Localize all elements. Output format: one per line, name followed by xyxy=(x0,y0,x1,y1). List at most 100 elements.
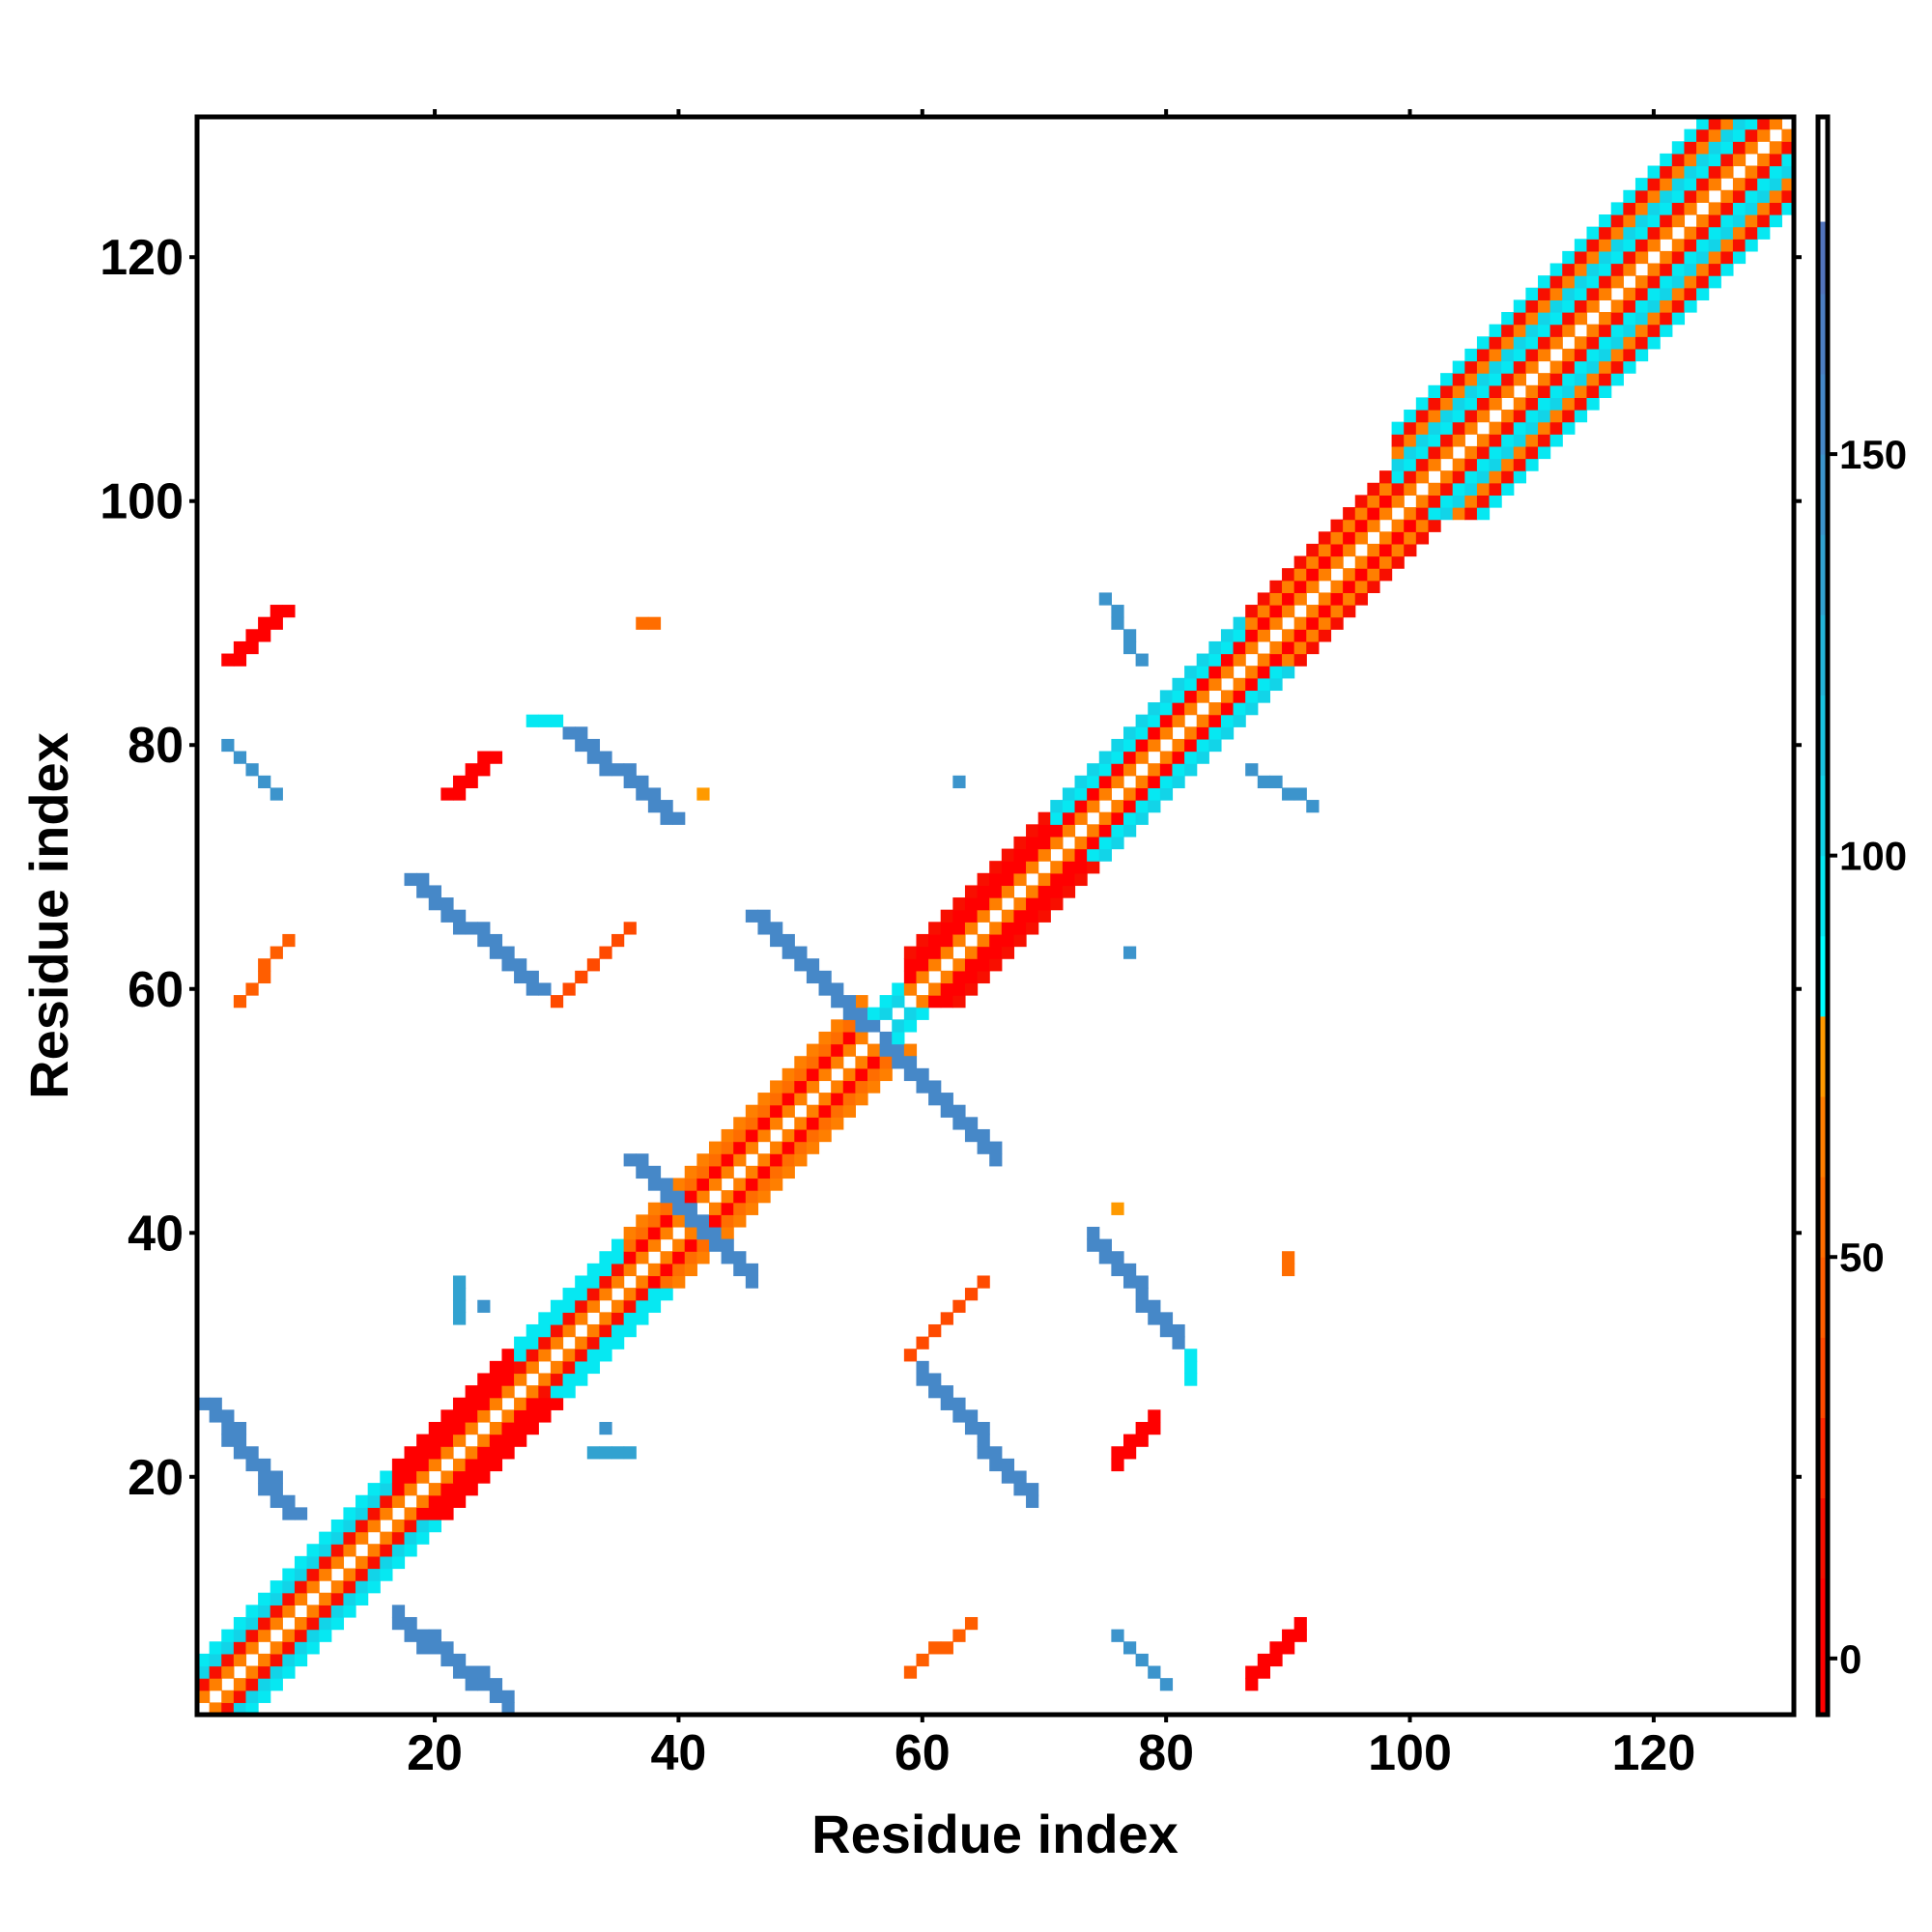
heatmap-cell xyxy=(1513,470,1526,484)
heatmap-cell xyxy=(1660,189,1673,203)
heatmap-cell xyxy=(1696,178,1710,191)
heatmap-cell xyxy=(245,1641,259,1655)
heatmap-cell xyxy=(258,1483,271,1496)
heatmap-cell xyxy=(1501,434,1515,447)
heatmap-cell xyxy=(708,1178,723,1191)
heatmap-cell xyxy=(1098,824,1112,838)
heatmap-cell xyxy=(1720,226,1734,240)
heatmap-cell xyxy=(1781,153,1795,167)
heatmap-cell xyxy=(1538,384,1551,398)
x-tick-label: 100 xyxy=(1368,1725,1452,1781)
heatmap-cell xyxy=(586,751,601,764)
colorbar xyxy=(1815,114,1831,1718)
heatmap-cell xyxy=(245,1690,259,1703)
heatmap-cell xyxy=(1647,226,1661,240)
heatmap-cell xyxy=(1001,848,1015,862)
heatmap-cell xyxy=(258,1665,271,1679)
heatmap-cell xyxy=(1037,885,1051,898)
heatmap-cell xyxy=(465,1409,478,1423)
heatmap-cell xyxy=(1367,507,1380,521)
heatmap-cell xyxy=(233,1616,247,1631)
heatmap-cell xyxy=(1354,519,1368,532)
heatmap-cell xyxy=(623,1299,637,1313)
heatmap-cell xyxy=(526,1397,539,1410)
heatmap-cell xyxy=(977,1421,990,1435)
heatmap-cell xyxy=(1781,165,1795,179)
heatmap-cell xyxy=(623,922,637,935)
heatmap-cell xyxy=(1257,1665,1271,1679)
heatmap-cell xyxy=(940,933,953,948)
heatmap-cell xyxy=(404,1519,417,1533)
heatmap-cell xyxy=(1599,384,1612,398)
heatmap-cell xyxy=(1135,1434,1149,1447)
heatmap-cell xyxy=(1318,568,1332,582)
heatmap-cell xyxy=(1720,239,1734,252)
heatmap-cell xyxy=(550,1360,564,1375)
heatmap-cell xyxy=(660,1202,673,1215)
heatmap-cell xyxy=(1196,751,1209,764)
heatmap-cell xyxy=(416,1458,430,1472)
heatmap-cell xyxy=(1159,787,1174,801)
heatmap-cell xyxy=(1660,275,1673,289)
heatmap-cell xyxy=(818,1093,832,1106)
heatmap-cell xyxy=(1452,470,1465,484)
heatmap-cell xyxy=(1525,410,1539,423)
colorbar-bin xyxy=(1818,1577,1828,1716)
heatmap-cell xyxy=(550,714,564,727)
heatmap-cell xyxy=(1732,153,1747,167)
heatmap-cell xyxy=(391,1555,406,1570)
heatmap-cell xyxy=(1586,250,1600,265)
heatmap-cell xyxy=(708,1202,723,1215)
heatmap-cell xyxy=(757,1178,771,1191)
heatmap-cell xyxy=(452,1397,467,1410)
heatmap-cell xyxy=(1684,153,1697,167)
heatmap-cell xyxy=(1660,165,1673,179)
heatmap-cell xyxy=(428,1507,441,1520)
heatmap-cell xyxy=(770,1178,783,1191)
heatmap-cell xyxy=(258,1678,271,1691)
heatmap-cell xyxy=(575,1349,588,1362)
heatmap-cell xyxy=(660,1214,673,1228)
heatmap-cell xyxy=(1745,239,1758,252)
heatmap-cell xyxy=(1293,555,1307,569)
heatmap-cell xyxy=(1769,214,1782,228)
heatmap-cell xyxy=(1489,434,1502,447)
heatmap-cell xyxy=(1708,214,1721,228)
heatmap-cell xyxy=(1257,616,1271,630)
heatmap-cell xyxy=(1428,458,1441,471)
heatmap-cell xyxy=(977,1434,990,1447)
heatmap-cell xyxy=(1538,299,1551,313)
heatmap-cell xyxy=(1111,800,1124,813)
heatmap-cell xyxy=(1696,287,1710,300)
heatmap-cell xyxy=(258,958,271,972)
heatmap-cell xyxy=(1367,482,1380,497)
heatmap-cell xyxy=(1574,373,1588,386)
heatmap-cell xyxy=(1148,1665,1161,1679)
heatmap-cell xyxy=(586,1446,601,1460)
heatmap-cell xyxy=(1671,153,1686,167)
heatmap-cell xyxy=(1184,738,1198,753)
heatmap-cell xyxy=(245,1665,259,1679)
heatmap-cell xyxy=(1196,714,1209,727)
heatmap-cell xyxy=(1367,495,1380,508)
heatmap-cell xyxy=(940,1093,953,1106)
heatmap-cell xyxy=(452,787,467,801)
heatmap-cell xyxy=(1282,568,1295,582)
heatmap-cell xyxy=(842,1104,856,1118)
heatmap-cell xyxy=(1586,287,1600,300)
heatmap-cell xyxy=(696,1165,710,1179)
heatmap-cell xyxy=(1452,373,1465,386)
heatmap-cell xyxy=(842,1067,856,1082)
heatmap-cell xyxy=(733,1128,747,1143)
heatmap-cell xyxy=(428,1519,441,1533)
heatmap-cell xyxy=(1135,653,1149,667)
heatmap-cell xyxy=(330,1544,345,1557)
heatmap-cell xyxy=(1513,410,1526,423)
heatmap-cell xyxy=(1634,348,1649,362)
heatmap-cell xyxy=(1538,324,1551,337)
heatmap-cell xyxy=(1111,605,1124,618)
heatmap-cell xyxy=(1062,824,1076,838)
heatmap-cell xyxy=(1684,189,1697,203)
heatmap-cell xyxy=(952,933,966,948)
heatmap-cell xyxy=(977,909,990,923)
